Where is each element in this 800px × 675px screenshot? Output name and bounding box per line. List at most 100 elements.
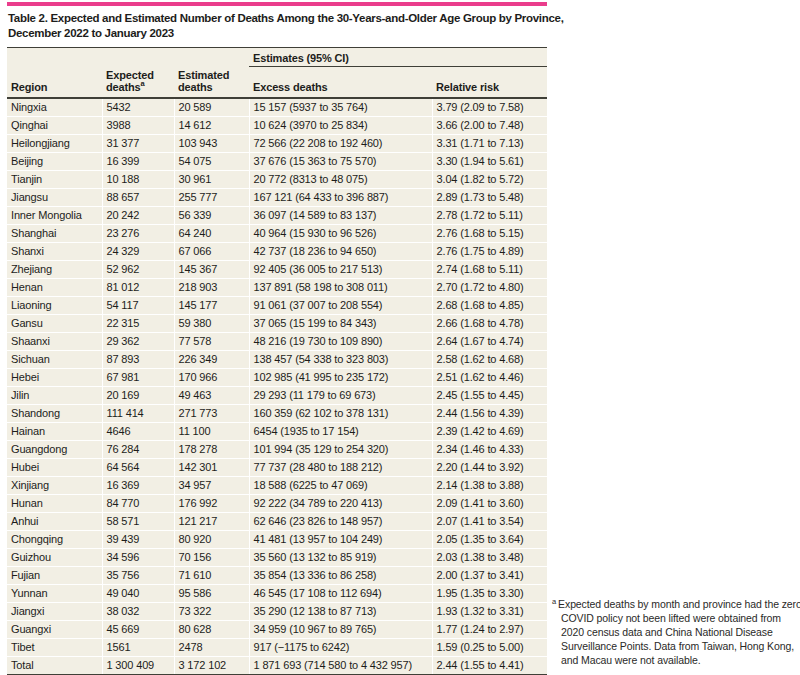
cell-relative-risk: 2.68 (1.68 to 4.85): [432, 296, 547, 314]
cell-estimated: 34 957: [174, 476, 249, 494]
cell-expected: 111 414: [102, 404, 174, 422]
cell-excess: 34 959 (10 967 to 89 765): [249, 620, 432, 638]
cell-relative-risk: 3.66 (2.00 to 7.48): [432, 116, 547, 134]
cell-excess: 20 772 (8313 to 48 075): [249, 170, 432, 188]
cell-excess: 15 157 (5937 to 35 764): [249, 98, 432, 117]
cell-region: Hunan: [7, 494, 102, 512]
table-total-row: Total1 300 4093 172 1021 871 693 (714 58…: [7, 656, 547, 675]
cell-region: Tianjin: [7, 170, 102, 188]
cell-estimated: 170 966: [174, 368, 249, 386]
cell-region: Shaanxi: [7, 332, 102, 350]
cell-relative-risk: 1.93 (1.32 to 3.31): [432, 602, 547, 620]
table-row: Xinjiang16 36934 95718 588 (6225 to 47 0…: [7, 476, 547, 494]
cell-excess: 102 985 (41 995 to 235 172): [249, 368, 432, 386]
cell-excess: 138 457 (54 338 to 323 803): [249, 350, 432, 368]
cell-excess: 917 (−1175 to 6242): [249, 638, 432, 656]
cell-region: Guangdong: [7, 440, 102, 458]
cell-region: Hebei: [7, 368, 102, 386]
cell-expected: 24 329: [102, 242, 174, 260]
cell-relative-risk: 2.07 (1.41 to 3.54): [432, 512, 547, 530]
cell-excess: 36 097 (14 589 to 83 137): [249, 206, 432, 224]
cell-expected: 81 012: [102, 278, 174, 296]
cell-excess: 37 065 (15 199 to 84 343): [249, 314, 432, 332]
cell-region: Zhejiang: [7, 260, 102, 278]
cell-region: Guizhou: [7, 548, 102, 566]
footnote-marker: a: [552, 597, 556, 606]
cell-relative-risk: 2.20 (1.44 to 3.92): [432, 458, 547, 476]
cell-region: Jilin: [7, 386, 102, 404]
cell-expected: 87 893: [102, 350, 174, 368]
cell-expected: 4646: [102, 422, 174, 440]
col-header-region: Region: [7, 67, 102, 98]
cell-expected: 3988: [102, 116, 174, 134]
cell-relative-risk: 2.89 (1.73 to 5.48): [432, 188, 547, 206]
cell-region: Ningxia: [7, 98, 102, 117]
cell-relative-risk: 1.77 (1.24 to 2.97): [432, 620, 547, 638]
cell-expected: 23 276: [102, 224, 174, 242]
cell-estimated: 145 177: [174, 296, 249, 314]
cell-expected: 88 657: [102, 188, 174, 206]
cell-relative-risk: 3.79 (2.09 to 7.58): [432, 98, 547, 117]
cell-region: Total: [7, 656, 102, 675]
table-row: Beijing16 39954 07537 676 (15 363 to 75 …: [7, 152, 547, 170]
cell-expected: 34 596: [102, 548, 174, 566]
table-row: Guizhou34 59670 15635 560 (13 132 to 85 …: [7, 548, 547, 566]
cell-expected: 64 564: [102, 458, 174, 476]
cell-region: Inner Mongolia: [7, 206, 102, 224]
cell-expected: 20 242: [102, 206, 174, 224]
cell-estimated: 3 172 102: [174, 656, 249, 675]
cell-relative-risk: 2.78 (1.72 to 5.11): [432, 206, 547, 224]
cell-estimated: 226 349: [174, 350, 249, 368]
cell-relative-risk: 2.74 (1.68 to 5.11): [432, 260, 547, 278]
cell-region: Heilongjiang: [7, 134, 102, 152]
cell-expected: 58 571: [102, 512, 174, 530]
cell-relative-risk: 2.66 (1.68 to 4.78): [432, 314, 547, 332]
table-row: Shandong111 414271 773160 359 (62 102 to…: [7, 404, 547, 422]
cell-excess: 62 646 (23 826 to 148 957): [249, 512, 432, 530]
cell-relative-risk: 2.58 (1.62 to 4.68): [432, 350, 547, 368]
cell-expected: 29 362: [102, 332, 174, 350]
cell-estimated: 73 322: [174, 602, 249, 620]
table-body: Ningxia543220 58915 157 (5937 to 35 764)…: [7, 98, 547, 675]
cell-region: Gansu: [7, 314, 102, 332]
table-title-line2: December 2022 to January 2023: [8, 26, 547, 41]
table-row: Chongqing39 43980 92041 481 (13 957 to 1…: [7, 530, 547, 548]
col-header-relative-risk: Relative risk: [432, 67, 547, 98]
cell-excess: 77 737 (28 480 to 188 212): [249, 458, 432, 476]
cell-region: Tibet: [7, 638, 102, 656]
cell-excess: 35 560 (13 132 to 85 919): [249, 548, 432, 566]
cell-excess: 18 588 (6225 to 47 069): [249, 476, 432, 494]
table-row: Anhui58 571121 21762 646 (23 826 to 148 …: [7, 512, 547, 530]
cell-expected: 76 284: [102, 440, 174, 458]
cell-relative-risk: 2.14 (1.38 to 3.88): [432, 476, 547, 494]
table-title: Table 2. Expected and Estimated Number o…: [7, 10, 547, 47]
cell-relative-risk: 2.45 (1.55 to 4.45): [432, 386, 547, 404]
table-row: Hunan84 770176 99292 222 (34 789 to 220 …: [7, 494, 547, 512]
cell-estimated: 271 773: [174, 404, 249, 422]
cell-relative-risk: 2.03 (1.38 to 3.48): [432, 548, 547, 566]
cell-relative-risk: 2.44 (1.56 to 4.39): [432, 404, 547, 422]
cell-relative-risk: 1.59 (0.25 to 5.00): [432, 638, 547, 656]
cell-excess: 1 871 693 (714 580 to 4 432 957): [249, 656, 432, 675]
cell-estimated: 67 066: [174, 242, 249, 260]
cell-estimated: 71 610: [174, 566, 249, 584]
deaths-by-province-table: Estimates (95% CI) Region Expected death…: [7, 47, 547, 675]
cell-expected: 84 770: [102, 494, 174, 512]
cell-estimated: 103 943: [174, 134, 249, 152]
cell-relative-risk: 2.64 (1.67 to 4.74): [432, 332, 547, 350]
cell-excess: 92 222 (34 789 to 220 413): [249, 494, 432, 512]
cell-expected: 10 188: [102, 170, 174, 188]
cell-region: Sichuan: [7, 350, 102, 368]
cell-relative-risk: 2.05 (1.35 to 3.64): [432, 530, 547, 548]
table-row: Hebei67 981170 966102 985 (41 995 to 235…: [7, 368, 547, 386]
cell-estimated: 80 628: [174, 620, 249, 638]
col-header-estimated-deaths: Estimated deaths: [174, 67, 249, 98]
table-row: Shanxi24 32967 06642 737 (18 236 to 94 6…: [7, 242, 547, 260]
cell-excess: 72 566 (22 208 to 192 460): [249, 134, 432, 152]
cell-relative-risk: 2.51 (1.62 to 4.46): [432, 368, 547, 386]
cell-region: Guangxi: [7, 620, 102, 638]
footnote: aExpected deaths by month and province h…: [552, 597, 800, 667]
cell-expected: 16 369: [102, 476, 174, 494]
cell-region: Beijing: [7, 152, 102, 170]
cell-expected: 31 377: [102, 134, 174, 152]
